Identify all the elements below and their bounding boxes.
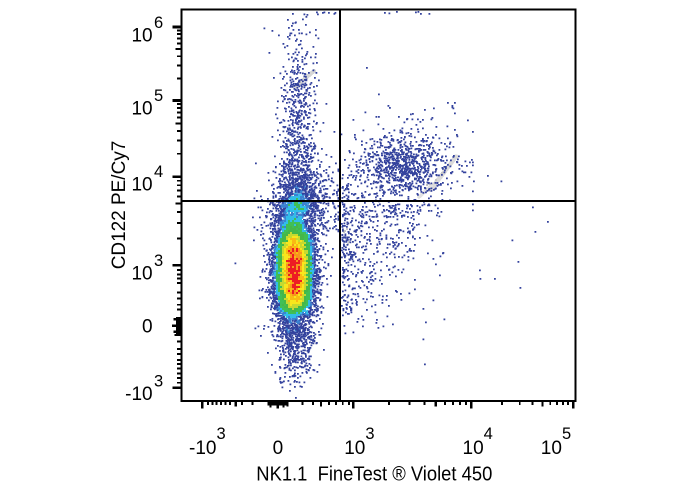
svg-text:4: 4 [154,163,163,181]
svg-text:-10: -10 [125,384,152,405]
svg-text:CD122 PE/Cy7: CD122 PE/Cy7 [108,141,130,270]
svg-text:3: 3 [154,252,163,270]
svg-text:10: 10 [131,175,152,196]
svg-text:6: 6 [154,14,163,32]
svg-text:3: 3 [154,373,163,391]
svg-text:5: 5 [154,87,163,105]
svg-text:10: 10 [131,263,152,284]
svg-text:0: 0 [273,438,284,459]
svg-text:10: 10 [131,99,152,120]
svg-text:NK1.1 FineTest ® Violet 450: NK1.1 FineTest ® Violet 450 [256,463,492,486]
svg-text:10: 10 [131,26,152,47]
svg-text:0: 0 [142,317,153,338]
